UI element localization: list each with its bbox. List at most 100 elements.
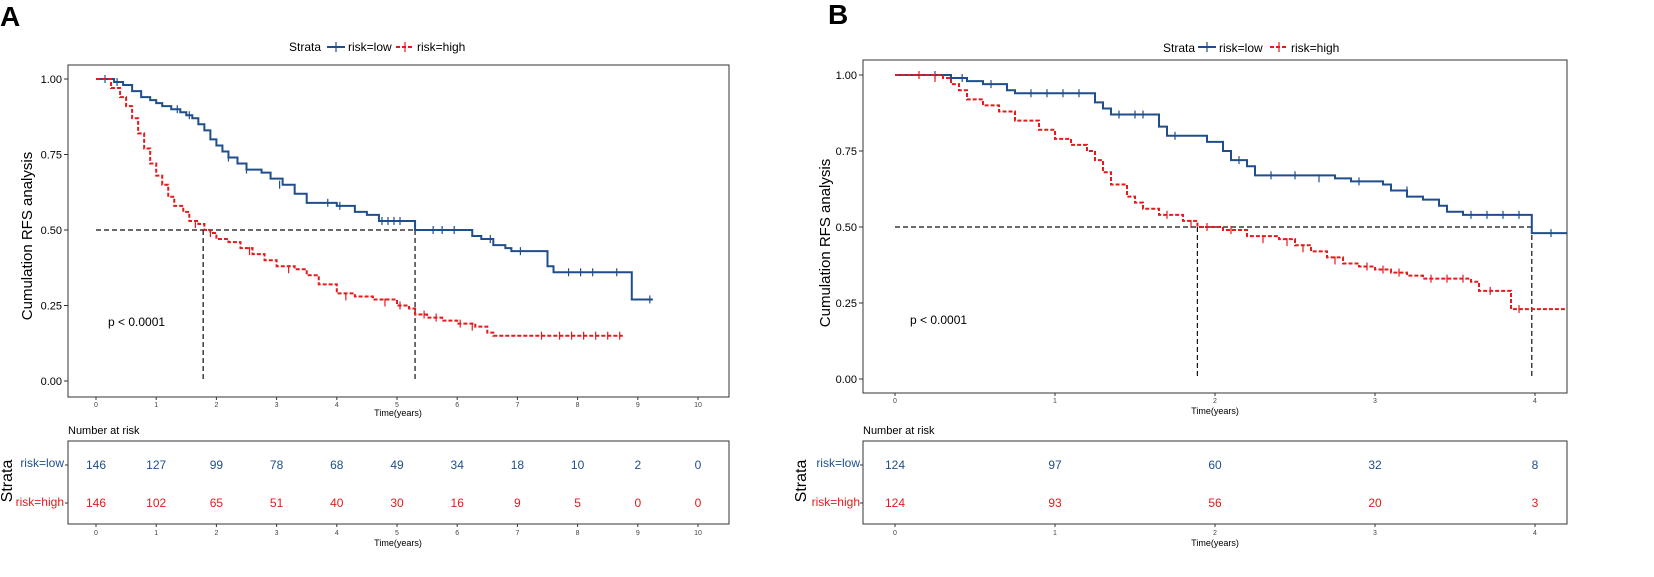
risk-title-a: Number at risk — [68, 425, 140, 437]
km-plot-a: Cumulation RFS analysis Time(years) p < … — [19, 64, 730, 418]
risk-count-high-a: 16 — [451, 496, 465, 510]
risk-x-tick-label-a: 8 — [576, 530, 580, 537]
y-tick-label-a: 0.25 — [41, 301, 62, 313]
y-tick-label-a: 0.75 — [41, 150, 62, 162]
risk-table-b: Number at risk Strata risk=low risk=high… — [793, 425, 1568, 548]
y-tick-label-b: 0.25 — [836, 298, 857, 310]
risk-title-b: Number at risk — [863, 425, 935, 437]
risk-count-low-b: 97 — [1048, 458, 1062, 472]
x-tick-label-a: 4 — [335, 402, 339, 409]
risk-row-label-high-b: risk=high — [812, 495, 860, 509]
y-axis-label-a: Cumulation RFS analysis — [19, 152, 36, 320]
risk-count-low-a: 78 — [270, 458, 284, 472]
risk-count-low-a: 68 — [330, 458, 344, 472]
legend-title-b: Strata — [1163, 41, 1195, 55]
risk-row-label-low-b: risk=low — [816, 456, 860, 470]
y-tick-label-a: 0.50 — [41, 225, 62, 237]
risk-frame-b — [862, 440, 1568, 525]
plot-frame-a — [67, 64, 730, 398]
x-tick-label-b: 3 — [1373, 398, 1377, 405]
risk-x-tick-label-a: 6 — [455, 530, 459, 537]
risk-count-high-a: 65 — [210, 496, 224, 510]
risk-count-high-a: 0 — [634, 496, 641, 510]
risk-x-tick-label-a: 5 — [395, 530, 399, 537]
risk-count-high-b: 56 — [1208, 496, 1222, 510]
risk-x-tick-label-a: 4 — [335, 530, 339, 537]
risk-x-tick-label-b: 3 — [1373, 530, 1377, 537]
legend-b: Strata risk=low risk=high — [1163, 41, 1339, 55]
risk-count-low-a: 127 — [146, 458, 166, 472]
risk-x-label-b: Time(years) — [1191, 538, 1239, 548]
x-tick-label-a: 5 — [395, 402, 399, 409]
legend-title-a: Strata — [289, 40, 321, 54]
risk-count-low-a: 49 — [390, 458, 404, 472]
y-tick-label-a: 0.00 — [41, 376, 62, 388]
risk-x-tick-label-a: 10 — [694, 530, 702, 537]
risk-count-low-a: 18 — [511, 458, 525, 472]
x-tick-label-a: 2 — [214, 402, 218, 409]
risk-count-high-b: 124 — [885, 496, 905, 510]
risk-row-label-low-a: risk=low — [20, 456, 64, 470]
risk-x-label-a: Time(years) — [374, 538, 422, 548]
risk-x-tick-label-b: 1 — [1053, 530, 1057, 537]
p-value-b: p < 0.0001 — [910, 313, 967, 327]
risk-y-label-a: Strata — [0, 460, 16, 503]
risk-x-tick-label-b: 4 — [1533, 530, 1537, 537]
risk-count-low-b: 124 — [885, 458, 905, 472]
risk-count-high-a: 102 — [146, 496, 166, 510]
risk-y-label-b: Strata — [793, 460, 810, 503]
km-plot-b: Cumulation RFS analysis Time(years) p < … — [817, 59, 1568, 416]
x-tick-label-b: 4 — [1533, 398, 1537, 405]
y-tick-label-a: 1.00 — [41, 74, 62, 86]
x-tick-label-a: 7 — [515, 402, 519, 409]
x-tick-label-b: 1 — [1053, 398, 1057, 405]
y-axis-label-b: Cumulation RFS analysis — [817, 159, 834, 327]
panel-letter-b: B — [828, 0, 848, 30]
y-tick-label-b: 0.75 — [836, 146, 857, 158]
x-axis-label-a: Time(years) — [374, 408, 422, 418]
risk-count-high-b: 93 — [1048, 496, 1062, 510]
risk-count-low-a: 99 — [210, 458, 224, 472]
x-tick-label-a: 8 — [576, 402, 580, 409]
risk-count-high-a: 30 — [390, 496, 404, 510]
risk-count-low-a: 146 — [86, 458, 106, 472]
legend-low-label-a: risk=low — [348, 40, 392, 54]
risk-x-tick-label-a: 0 — [94, 530, 98, 537]
risk-count-low-b: 60 — [1208, 458, 1222, 472]
risk-x-tick-label-a: 1 — [154, 530, 158, 537]
x-tick-label-a: 10 — [694, 402, 702, 409]
x-tick-label-a: 0 — [94, 402, 98, 409]
y-tick-label-b: 0.50 — [836, 222, 857, 234]
risk-table-a: Number at risk Strata risk=low risk=high… — [0, 425, 730, 548]
risk-x-tick-label-a: 3 — [275, 530, 279, 537]
risk-count-high-b: 20 — [1368, 496, 1382, 510]
risk-count-high-a: 40 — [330, 496, 344, 510]
survival-curve-low-b — [895, 74, 1567, 235]
survival-curve-high-a — [96, 78, 623, 337]
panel-letter-a: A — [0, 1, 20, 32]
risk-count-low-b: 8 — [1532, 458, 1539, 472]
survival-curve-low-a — [96, 78, 653, 301]
risk-x-tick-label-b: 2 — [1213, 530, 1217, 537]
legend-a: Strata risk=low risk=high — [289, 40, 465, 54]
x-tick-label-a: 1 — [154, 402, 158, 409]
y-tick-label-b: 1.00 — [836, 70, 857, 82]
legend-low-label-b: risk=low — [1219, 41, 1263, 55]
risk-count-high-a: 51 — [270, 496, 284, 510]
x-tick-label-a: 3 — [275, 402, 279, 409]
x-tick-label-a: 6 — [455, 402, 459, 409]
legend-high-label-b: risk=high — [1291, 41, 1339, 55]
risk-count-high-a: 146 — [86, 496, 106, 510]
risk-count-high-a: 0 — [695, 496, 702, 510]
legend-high-label-a: risk=high — [417, 40, 465, 54]
risk-count-low-a: 34 — [451, 458, 465, 472]
x-tick-label-a: 9 — [636, 402, 640, 409]
x-axis-label-b: Time(years) — [1191, 406, 1239, 416]
risk-x-tick-label-a: 7 — [515, 530, 519, 537]
p-value-a: p < 0.0001 — [108, 315, 165, 329]
risk-x-tick-label-a: 9 — [636, 530, 640, 537]
risk-count-low-b: 32 — [1368, 458, 1382, 472]
risk-x-tick-label-a: 2 — [214, 530, 218, 537]
risk-count-high-b: 3 — [1532, 496, 1539, 510]
